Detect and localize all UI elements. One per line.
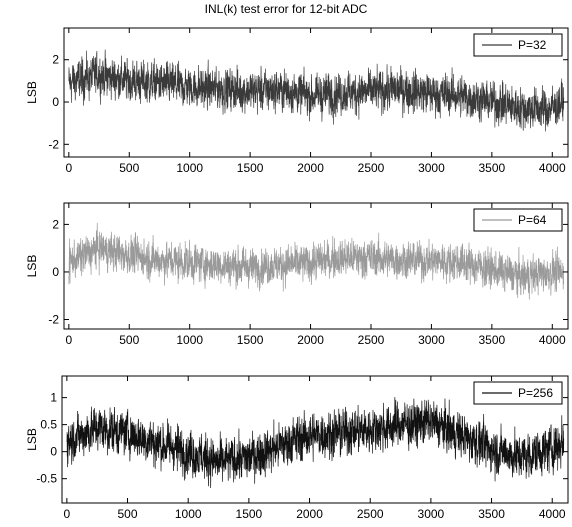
axes-frame xyxy=(63,27,569,158)
x-tick-label: 3500 xyxy=(479,161,506,175)
x-tick-label: 3500 xyxy=(478,507,505,521)
y-tick-label: 2 xyxy=(52,217,59,231)
chart-title: INL(k) test error for 12-bit ADC xyxy=(205,2,368,16)
x-tick-label: 0 xyxy=(64,507,71,521)
axes-frame xyxy=(63,202,569,330)
x-tick-label: 3000 xyxy=(418,507,445,521)
x-tick-label: 2000 xyxy=(297,333,324,347)
series-line-2-1 xyxy=(68,222,565,300)
y-axis-label: LSB xyxy=(25,255,39,278)
series-line-3-1 xyxy=(66,397,565,488)
y-tick-label: -2 xyxy=(48,137,59,151)
y-tick-label: -2 xyxy=(48,312,59,326)
x-tick-label: 2500 xyxy=(358,333,385,347)
y-tick-label: 2 xyxy=(52,53,59,67)
x-tick-label: 4000 xyxy=(539,507,566,521)
x-tick-label: 4000 xyxy=(539,333,566,347)
y-tick-label: 1 xyxy=(50,391,57,405)
x-tick-label: 500 xyxy=(119,161,139,175)
x-tick-label: 1500 xyxy=(237,333,264,347)
panel-3: 0 500 1000 1500 2000 2500 3000 3500 4000 -0.5 0 0.5… xyxy=(25,375,569,521)
legend-box xyxy=(473,208,563,232)
legend: P=32 xyxy=(473,33,563,57)
x-tick-label: 3500 xyxy=(479,333,506,347)
panel-2: 0 500 1000 1500 2000 2500 3000 3500 4000 -2 0 2 LSB P… xyxy=(25,202,569,347)
y-tick-label: 0 xyxy=(52,265,59,279)
x-tick-label: 1000 xyxy=(176,333,203,347)
x-tick-label: 1000 xyxy=(176,161,203,175)
x-tick-label: 4000 xyxy=(539,161,566,175)
legend: P=64 xyxy=(473,208,563,232)
x-tick-label: 2000 xyxy=(296,507,323,521)
axes-frame xyxy=(61,375,569,504)
x-tick-label: 2000 xyxy=(297,161,324,175)
panel-1: 0 500 1000 1500 2000 2500 3000 3500 4000 -2 0 2 LSB P… xyxy=(25,27,569,175)
x-tick-label: 3000 xyxy=(418,161,445,175)
x-tick-label: 500 xyxy=(119,333,139,347)
y-tick-label: 0 xyxy=(50,445,57,459)
x-tick-label: 0 xyxy=(65,161,72,175)
legend-label: P=64 xyxy=(518,213,547,227)
y-axis-label: LSB xyxy=(25,81,39,104)
x-tick-label: 500 xyxy=(118,507,138,521)
x-tick-label: 3000 xyxy=(418,333,445,347)
x-tick-label: 2500 xyxy=(358,161,385,175)
series-line-1-1 xyxy=(68,49,565,132)
x-tick-label: 0 xyxy=(65,333,72,347)
x-tick-label: 1500 xyxy=(236,507,263,521)
legend-label: P=32 xyxy=(518,38,547,52)
legend-box xyxy=(473,381,563,405)
y-tick-label: 0.5 xyxy=(40,418,57,432)
legend-box xyxy=(473,33,563,57)
x-tick-label: 1000 xyxy=(175,507,202,521)
y-tick-label: -0.5 xyxy=(36,472,57,486)
x-tick-label: 2500 xyxy=(357,507,384,521)
legend-label: P=256 xyxy=(518,386,553,400)
y-tick-label: 0 xyxy=(52,95,59,109)
y-axis-label: LSB xyxy=(25,428,39,451)
legend: P=256 xyxy=(473,381,563,405)
x-tick-label: 1500 xyxy=(237,161,264,175)
